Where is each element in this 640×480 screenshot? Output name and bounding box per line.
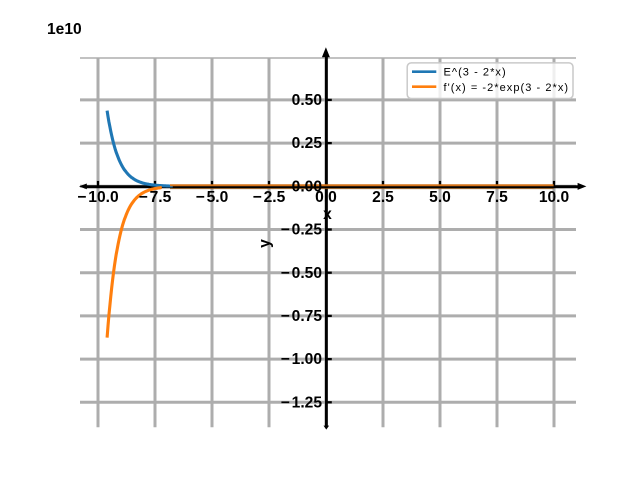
svg-text:−7.5: −7.5 [139, 189, 172, 206]
svg-text:−1.25: −1.25 [281, 394, 323, 411]
svg-text:7.5: 7.5 [486, 189, 508, 206]
svg-text:E^(3 - 2*x): E^(3 - 2*x) [444, 66, 507, 78]
svg-text:f'(x) = -2*exp(3 - 2*x): f'(x) = -2*exp(3 - 2*x) [444, 82, 570, 94]
svg-text:−0.75: −0.75 [281, 308, 323, 325]
svg-text:10.0: 10.0 [539, 189, 570, 206]
svg-text:0.50: 0.50 [292, 92, 323, 109]
svg-text:x: x [323, 206, 332, 223]
svg-text:0.00: 0.00 [292, 178, 323, 195]
svg-text:y: y [256, 239, 273, 248]
svg-text:−0.25: −0.25 [281, 222, 323, 239]
svg-text:0.0: 0.0 [315, 189, 337, 206]
svg-text:5.0: 5.0 [429, 189, 451, 206]
svg-text:−2.5: −2.5 [253, 189, 286, 206]
svg-text:−5.0: −5.0 [196, 189, 229, 206]
svg-text:2.5: 2.5 [372, 189, 394, 206]
svg-text:−0.50: −0.50 [281, 265, 323, 282]
svg-text:0.25: 0.25 [292, 135, 323, 152]
svg-text:1e10: 1e10 [47, 21, 82, 38]
svg-text:−10.0: −10.0 [77, 189, 119, 206]
svg-text:−1.00: −1.00 [281, 351, 323, 368]
